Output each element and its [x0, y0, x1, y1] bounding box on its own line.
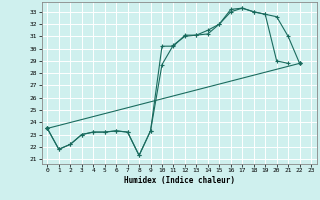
X-axis label: Humidex (Indice chaleur): Humidex (Indice chaleur) [124, 176, 235, 185]
